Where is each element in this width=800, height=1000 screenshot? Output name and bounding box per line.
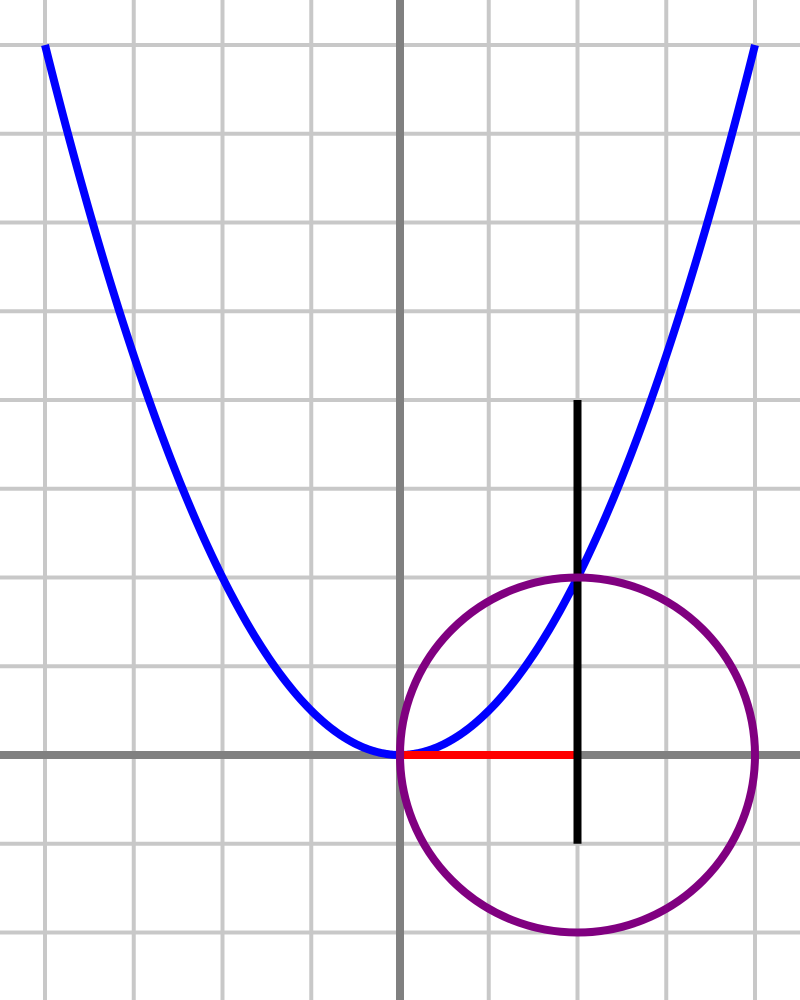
purple-circle: [396, 573, 759, 937]
